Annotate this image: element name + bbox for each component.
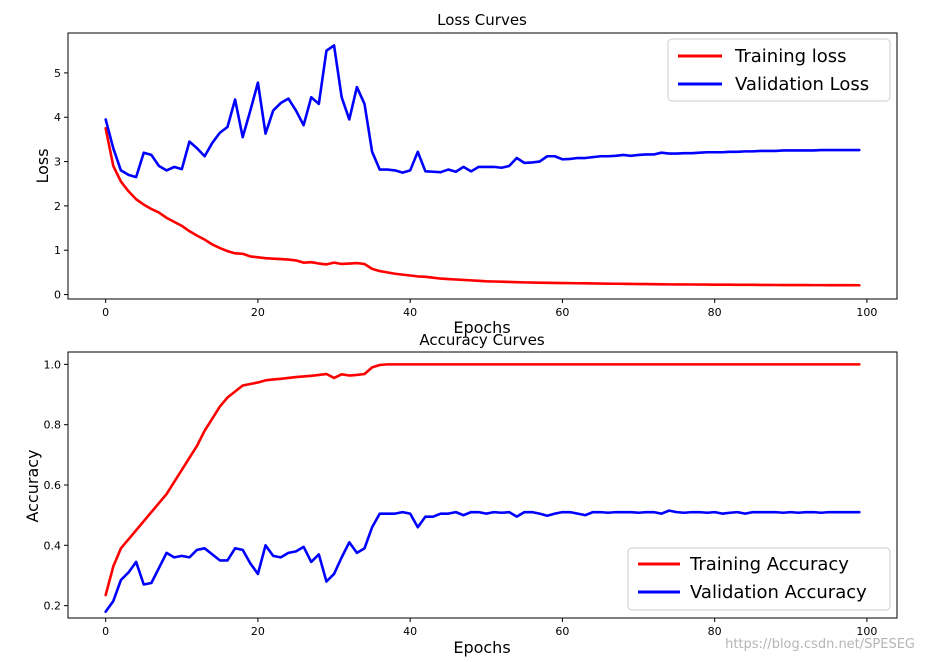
accuracy-legend-label-validation: Validation Accuracy (690, 582, 867, 603)
x-tick-label: 20 (251, 625, 265, 638)
loss-chart: Loss Curves 0 20 40 60 80 100 0 1 2 3 4 5 Epochs L… (33, 11, 898, 337)
loss-x-label: Epochs (453, 318, 510, 337)
accuracy-legend: Training Accuracy Validation Accuracy (627, 547, 891, 611)
x-tick-label: 20 (251, 306, 265, 319)
loss-legend-label-training: Training loss (734, 46, 847, 67)
accuracy-x-label: Epochs (453, 638, 510, 657)
x-tick-label: 100 (856, 625, 877, 638)
x-tick-label: 60 (555, 306, 569, 319)
loss-legend-label-validation: Validation Loss (735, 74, 869, 95)
accuracy-y-label: Accuracy (23, 449, 42, 522)
loss-chart-title: Loss Curves (437, 11, 527, 29)
accuracy-legend-frame (627, 547, 891, 611)
accuracy-chart: Accuracy Curves 0 20 40 60 80 100 0.20.40.60.… (23, 331, 898, 657)
x-tick-label: 40 (403, 625, 417, 638)
y-tick-label: 4 (54, 111, 61, 124)
y-tick-label: 2 (54, 200, 61, 213)
loss-plot-area (67, 32, 898, 300)
accuracy-series (104, 363, 861, 613)
y-tick-label: 1.0 (44, 358, 62, 371)
loss-legend: Training loss Validation Loss (667, 38, 891, 102)
loss-series (104, 44, 861, 287)
x-tick-label: 0 (102, 306, 109, 319)
y-tick-label: 0.4 (44, 539, 62, 552)
y-tick-label: 0.2 (44, 600, 62, 613)
x-tick-label: 80 (708, 625, 722, 638)
series-line-validation (104, 44, 861, 179)
y-tick-label: 0 (54, 289, 61, 302)
loss-y-label: Loss (33, 148, 52, 183)
loss-legend-frame (667, 38, 891, 102)
loss-y-axis: 0 1 2 3 4 5 (54, 67, 68, 302)
accuracy-legend-label-training: Training Accuracy (689, 554, 849, 575)
accuracy-x-axis: 0 20 40 60 80 100 (102, 618, 877, 638)
x-tick-label: 40 (403, 306, 417, 319)
watermark: https://blog.csdn.net/SPESEG (725, 637, 915, 652)
x-tick-label: 0 (102, 625, 109, 638)
series-line-validation (104, 509, 861, 613)
y-tick-label: 0.8 (44, 419, 62, 432)
y-tick-label: 5 (54, 67, 61, 80)
x-tick-label: 80 (708, 306, 722, 319)
series-line-training (104, 127, 861, 287)
x-tick-label: 60 (555, 625, 569, 638)
y-tick-label: 1 (54, 244, 61, 257)
y-tick-label: 0.6 (44, 479, 62, 492)
y-tick-label: 3 (54, 156, 61, 169)
loss-x-axis: 0 20 40 60 80 100 (102, 299, 877, 319)
series-line-training (104, 363, 861, 597)
accuracy-y-axis: 0.2 0.4 0.6 0.8 1.0 (44, 358, 68, 613)
x-tick-label: 100 (856, 306, 877, 319)
accuracy-chart-title: Accuracy Curves (419, 331, 545, 349)
